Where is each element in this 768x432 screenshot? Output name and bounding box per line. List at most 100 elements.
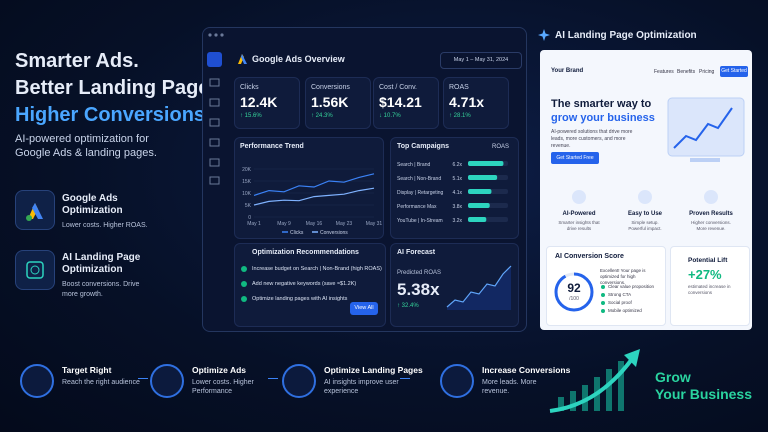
nav-button[interactable]: Get Started	[720, 66, 748, 77]
bar	[468, 189, 492, 194]
hero-line: Higher Conversions.	[15, 104, 211, 126]
campaign-value: 6.2x	[453, 162, 463, 168]
check-item: Social proof	[608, 300, 632, 305]
check-item: Strong CTA	[608, 292, 632, 297]
feature-title: Google Ads Optimization	[62, 193, 123, 216]
kpi-change: ↑ 28.1%	[449, 113, 471, 119]
line-series	[253, 173, 375, 196]
lift-value: +27%	[688, 267, 722, 282]
score-ring	[554, 272, 594, 312]
y-tick-label: 0	[248, 215, 251, 221]
recommendation: Add new negative keywords (save ≈$1.2K)	[252, 281, 357, 287]
score-card	[546, 246, 666, 326]
google-ads-logo	[238, 54, 247, 64]
y-tick-label: 15K	[242, 179, 252, 185]
step-text: More leads. More revenue.	[482, 379, 537, 395]
cta-button[interactable]: Get Started Free	[551, 152, 599, 164]
recommendation: Optimize landing pages with AI insights	[252, 296, 348, 302]
kpi-card	[443, 77, 509, 129]
step-icon	[20, 364, 54, 398]
benefit-icon	[572, 190, 586, 204]
kpi-value: 1.56K	[311, 94, 349, 110]
benefit-icon	[638, 190, 652, 204]
step-title: Optimize Landing Pages	[324, 365, 423, 375]
check-dot	[601, 309, 605, 313]
check-icon	[241, 266, 247, 272]
check-dot	[601, 293, 605, 297]
nav-item[interactable]: Pricing	[699, 69, 715, 75]
legend-label: Clicks	[290, 230, 304, 236]
campaigns-chart: Search | Brand 6.2x Search | Non-Brand 5.1x…	[397, 161, 508, 224]
step-arrow	[138, 378, 148, 379]
nav-item[interactable]: Features	[654, 69, 674, 75]
campaign-name: Search | Non-Brand	[397, 176, 441, 182]
forecast-sparkline	[446, 265, 512, 310]
landing-headline: The smarter way to grow your business	[551, 97, 655, 125]
kpi-card	[305, 77, 371, 129]
feature-icon	[15, 190, 55, 230]
step-icon	[282, 364, 316, 398]
landing-body: AI-powered solutions that drive more lea…	[551, 129, 633, 149]
check-icon	[241, 296, 247, 302]
benefit-text: Higher conversions. More revenue.	[691, 220, 731, 231]
kpi-label: Cost / Conv.	[379, 84, 417, 91]
campaign-name: Performance Max	[397, 204, 437, 210]
landing-section-title: AI Landing Page Optimization	[555, 30, 697, 41]
growth-arrow	[549, 349, 640, 413]
kpi-change: ↓ 10.7%	[379, 113, 401, 119]
kpi-value: 12.4K	[240, 94, 278, 110]
headline-line: The smarter way to	[551, 98, 652, 110]
bar	[468, 217, 487, 222]
benefit-text: Smarter insights that drive results	[558, 220, 600, 231]
forecast-title: AI Forecast	[397, 249, 436, 256]
trend-chart: 0 5K 10K 15K 20K May 1 May 9 May 16 May 23 May 31…	[242, 167, 382, 236]
sidebar	[207, 33, 224, 185]
step-arrow	[400, 378, 410, 379]
campaigns-header: ROAS	[492, 144, 510, 150]
kpi-card	[234, 77, 300, 129]
nav-item[interactable]: Benefits	[677, 69, 696, 75]
step-icon	[150, 364, 184, 398]
score-title: AI Conversion Score	[555, 253, 624, 260]
legend-label: Conversions	[320, 230, 348, 236]
feature-text: Boost conversions. Drive more growth.	[62, 281, 140, 298]
benefit-text: Simple setup. Powerful impact.	[628, 220, 662, 231]
campaign-value: 4.1x	[453, 190, 463, 196]
kpi-label: Conversions	[311, 84, 350, 91]
kpi-card	[373, 77, 439, 129]
kpi-label: Clicks	[240, 84, 259, 91]
step-icon	[440, 364, 474, 398]
kpi-change: ↑ 24.3%	[311, 113, 333, 119]
score-value: 92	[567, 281, 581, 295]
view-all-button[interactable]: View All	[350, 302, 378, 315]
benefit-title: Easy to Use	[627, 211, 663, 217]
feature-text: Lower costs. Higher ROAS.	[62, 222, 148, 229]
step-title: Increase Conversions	[482, 365, 571, 375]
dashboard-title: Google Ads Overview	[252, 54, 345, 64]
kpi-label: ROAS	[449, 84, 469, 91]
kpi-change: ↑ 15.6%	[240, 113, 262, 119]
campaign-name: YouTube | In-Stream	[397, 218, 443, 224]
bar	[468, 175, 498, 180]
feature-title: AI Landing Page Optimization	[62, 252, 141, 275]
x-tick-label: May 31	[366, 221, 382, 227]
tagline-line: Your Business	[655, 386, 752, 402]
recommendation: Increase budget on Search | Non-Brand (h…	[252, 266, 382, 272]
date-picker[interactable]: May 1 – May 31, 2024	[440, 52, 522, 69]
step-text: AI insights improve user experience	[324, 379, 399, 395]
campaign-value: 3.8x	[453, 204, 463, 210]
sparkle-icon	[538, 29, 550, 41]
step-arrow	[268, 378, 278, 379]
forecast-label: Predicted ROAS	[397, 270, 442, 276]
hero-illustration	[667, 97, 745, 162]
bar	[468, 203, 490, 208]
y-tick-label: 10K	[242, 191, 252, 197]
trend-card	[234, 137, 384, 239]
headline-line: grow your business	[551, 112, 655, 124]
benefit-title: Proven Results	[689, 211, 733, 217]
recommendations-title: Optimization Recommendations	[252, 249, 359, 256]
check-dot	[601, 301, 605, 305]
tagline: Grow Your Business	[655, 369, 752, 403]
tagline-line: Grow	[655, 369, 691, 385]
